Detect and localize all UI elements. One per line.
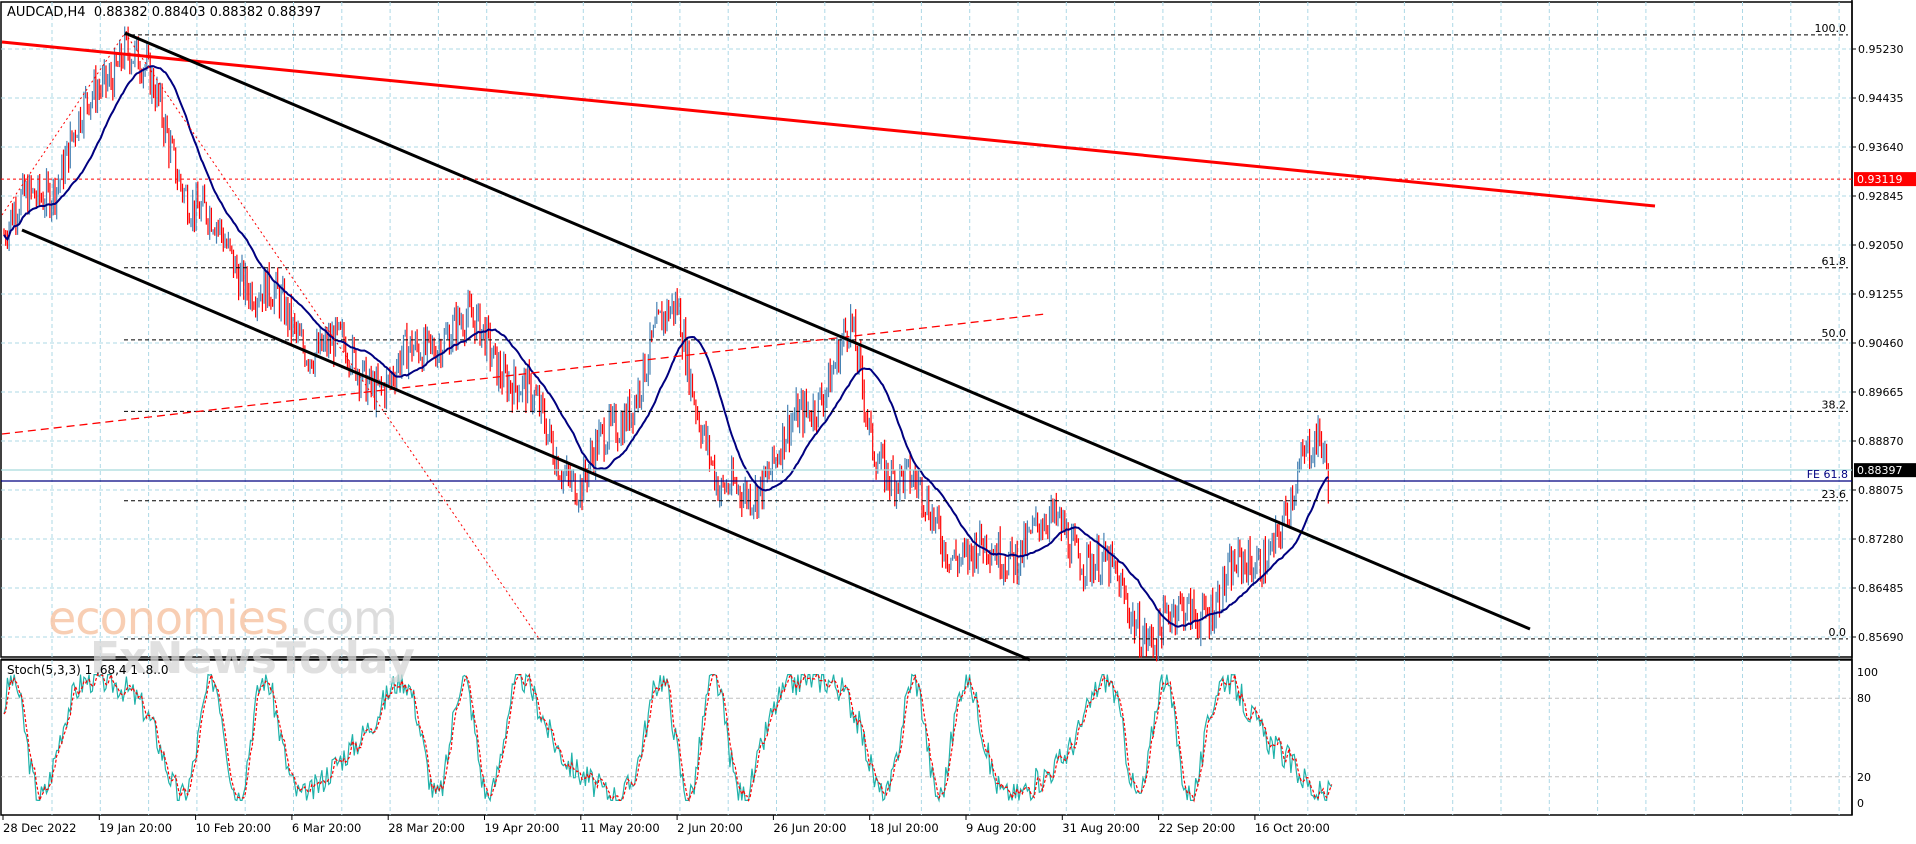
time-axis-label: 31 Aug 20:00: [1062, 821, 1140, 835]
marker-price-badge-bg: [1854, 172, 1916, 187]
time-axis-label: 19 Apr 20:00: [485, 821, 560, 835]
price-axis-label: 0.92845: [1858, 190, 1904, 203]
marker-price-badge: 0.93119: [1857, 173, 1903, 186]
fib-level-label: 23.6: [1822, 488, 1847, 501]
watermark-suffix: .com: [287, 591, 398, 645]
price-axis-label: 0.86485: [1858, 582, 1904, 595]
fibonacci-retracement: 100.0 61.8 50.0 38.2 23.6 0.0: [124, 22, 1848, 640]
price-axis-label: 0.90460: [1858, 337, 1904, 350]
price-axis-label: 0.91255: [1858, 288, 1904, 301]
current-price-badge-bg: [1854, 463, 1916, 478]
channel-upper-line: [124, 31, 1531, 631]
time-axis-label: 26 Jun 20:00: [773, 821, 846, 835]
time-axis-label: 16 Oct 20:00: [1255, 821, 1330, 835]
time-axis-label: 28 Mar 20:00: [388, 821, 465, 835]
fib-level-label: 0.0: [1829, 626, 1847, 639]
stoch-axis-label: 100: [1857, 666, 1878, 679]
time-axis-label: 6 Mar 20:00: [292, 821, 361, 835]
time-axis-label: 18 Jul 20:00: [870, 821, 939, 835]
time-axis-label: 22 Sep 20:00: [1159, 821, 1236, 835]
channel-lower-line: [21, 228, 1031, 662]
time-axis: 28 Dec 2022 19 Jan 20:00 10 Feb 20:00 6 Mar…: [2, 815, 1330, 835]
stoch-axis-label: 20: [1857, 771, 1871, 784]
watermark-fxnewstoday: FxNewsToday: [90, 633, 415, 684]
grid: [1, 2, 1852, 815]
time-axis-label: 19 Jan 20:00: [99, 821, 172, 835]
price-axis-label: 0.88870: [1858, 435, 1904, 448]
fib-level-label: 61.8: [1822, 255, 1847, 268]
stochastic-label: Stoch(5,3,3) 1 .68,4 1 .8..0: [7, 663, 169, 677]
watermark-text: economies: [48, 591, 289, 645]
price-axis-label: 0.88075: [1858, 484, 1904, 497]
red-dashed-trendline: [1, 313, 1046, 435]
price-axis-label: 0.95230: [1858, 43, 1904, 56]
price-axis-label: 0.93640: [1858, 141, 1904, 154]
chart-title: AUDCAD,H4 0.88382 0.88403 0.88382 0.8839…: [7, 5, 322, 20]
stoch-axis-label: 0: [1857, 797, 1864, 810]
stochastic-lines: [3, 672, 1333, 803]
stoch-axis-label: 80: [1857, 692, 1871, 705]
price-axis-label: 0.85690: [1858, 631, 1904, 644]
price-axis: 0.95230 0.94435 0.93640 0.92845 0.92050 0.912…: [1851, 0, 1904, 815]
price-axis-label: 0.94435: [1858, 92, 1904, 105]
time-axis-label: 28 Dec 2022: [3, 821, 76, 835]
fib-expansion-label: FE 61.8: [1807, 468, 1848, 481]
candles: [3, 26, 1329, 662]
price-axis-label: 0.87280: [1858, 533, 1904, 546]
time-axis-label: 2 Jun 20:00: [677, 821, 743, 835]
watermark-economies: economies.com: [48, 591, 398, 645]
stochastic-signal-line: [3, 672, 1333, 803]
time-axis-label: 10 Feb 20:00: [196, 821, 271, 835]
main-panel-frame: [0, 1, 1853, 658]
red-trendline: [1, 40, 1656, 208]
fib-level-label: 100.0: [1815, 22, 1847, 35]
price-axis-label: 0.92050: [1858, 239, 1904, 252]
current-price-badge: 0.88397: [1857, 464, 1903, 477]
fib-level-label: 38.2: [1822, 398, 1847, 411]
fib-level-label: 50.0: [1822, 327, 1847, 340]
time-axis-label: 9 Aug 20:00: [966, 821, 1036, 835]
stochastic-main-line: [3, 673, 1333, 803]
moving-average-line: [3, 65, 1329, 628]
time-axis-label: 11 May 20:00: [581, 821, 660, 835]
price-axis-label: 0.89665: [1858, 386, 1904, 399]
